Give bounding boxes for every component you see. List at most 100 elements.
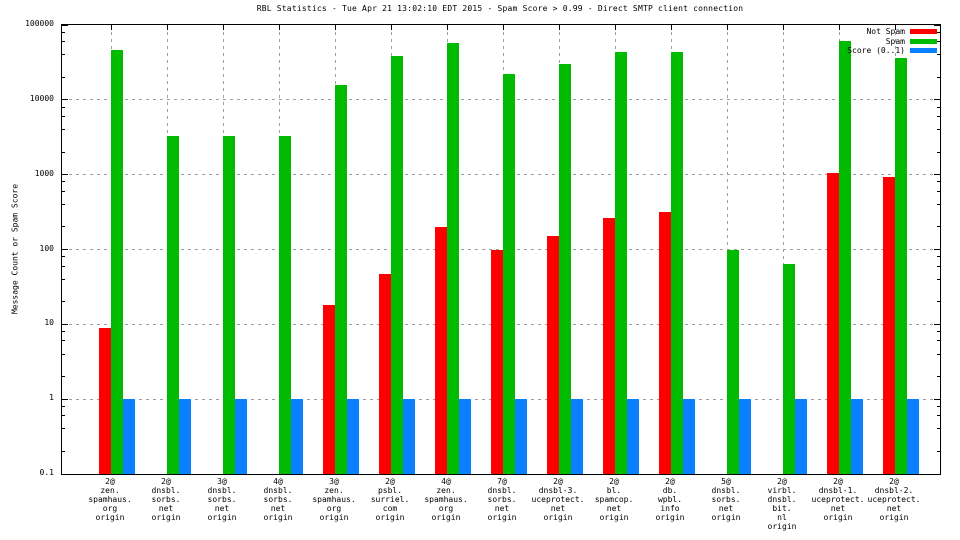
x-category-label: 5@ dnsbl. sorbs. net origin [711,477,741,522]
bar-spam [559,64,571,474]
plot-area [61,24,941,475]
y-major-tick [62,473,68,475]
bar-spam [615,51,627,474]
y-tick-label: 10000 [29,93,54,103]
y-major-tick [934,323,940,325]
x-category-label: 4@ zen. spamhaus. org origin [424,477,468,522]
x-category-label: 4@ dnsbl. sorbs. net origin [263,477,293,522]
y-gridline [62,174,940,176]
bar-spam [167,135,179,474]
bar-score-0-1- [179,399,191,474]
x-category-label: 3@ dnsbl. sorbs. net origin [207,477,237,522]
y-minor-tick [62,301,65,303]
bar-not-spam [435,227,447,474]
x-category-label: 2@ virbl. dnsbl. bit. nl origin [767,477,797,531]
legend-label: Spam [885,36,905,46]
bar-not-spam [99,327,111,474]
x-top-tick [615,25,616,30]
bar-spam [279,135,291,474]
y-tick-label: 10 [44,318,54,328]
bar-score-0-1- [795,399,807,474]
bar-score-0-1- [347,399,359,474]
y-minor-tick [937,428,940,430]
bar-spam [671,51,683,474]
y-minor-tick [62,115,65,117]
bar-spam [391,55,403,474]
y-minor-tick [62,190,65,192]
y-minor-tick [62,203,65,205]
y-minor-tick [937,331,940,333]
y-minor-tick [937,190,940,192]
legend-row: Spam [886,37,937,46]
y-minor-tick [62,415,65,417]
x-top-tick [727,25,728,30]
y-minor-tick [62,181,65,183]
y-minor-tick [62,54,65,56]
y-minor-tick [62,151,65,153]
legend-swatch-spam [910,38,937,44]
legend-swatch-not-spam [910,29,937,34]
x-top-tick [447,25,448,30]
bar-not-spam [659,211,671,474]
y-minor-tick [62,450,65,452]
y-tick-label: 1000 [34,168,54,178]
x-top-tick [559,25,560,30]
y-gridline [62,99,940,101]
x-category-label: 2@ zen. spamhaus. org origin [88,477,132,522]
y-minor-tick [62,129,65,131]
bar-score-0-1- [739,399,751,474]
y-minor-tick [937,31,940,33]
bar-not-spam [491,249,503,474]
x-category-label: 3@ zen. spamhaus. org origin [312,477,356,522]
bar-score-0-1- [515,399,527,474]
x-top-tick [167,25,168,30]
y-minor-tick [937,115,940,117]
bar-score-0-1- [907,399,919,474]
bar-spam [839,41,851,474]
x-category-label: 2@ dnsbl. sorbs. net origin [151,477,181,522]
bar-spam [111,50,123,474]
legend-row: Not Spam [866,27,937,36]
bar-spam [335,84,347,474]
bar-spam [727,249,739,474]
bar-score-0-1- [403,399,415,474]
y-major-tick [62,398,68,400]
legend-label: Score (0..1) [847,46,905,55]
x-top-tick [895,25,896,30]
x-top-tick [223,25,224,30]
y-minor-tick [62,428,65,430]
bar-spam [895,58,907,474]
x-gridline [783,25,784,474]
bar-spam [223,135,235,474]
y-minor-tick [937,405,940,407]
y-minor-tick [937,129,940,131]
y-minor-tick [937,226,940,228]
y-tick-label: 0.1 [39,468,54,477]
y-minor-tick [62,278,65,280]
y-minor-tick [937,76,940,78]
y-minor-tick [62,31,65,33]
y-minor-tick [937,256,940,258]
x-top-tick [671,25,672,30]
x-category-label: 2@ dnsbl-2. uceprotect. net origin [867,477,921,522]
y-minor-tick [62,76,65,78]
bar-not-spam [883,176,895,474]
y-minor-tick [937,301,940,303]
y-tick-label: 100 [39,243,54,253]
x-category-label: 7@ dnsbl. sorbs. net origin [487,477,517,522]
x-top-tick [335,25,336,30]
y-minor-tick [937,265,940,267]
x-top-tick [279,25,280,30]
chart-title: RBL Statistics - Tue Apr 21 13:02:10 EDT… [256,4,744,13]
y-minor-tick [937,376,940,378]
y-major-tick [62,249,68,250]
x-category-label: 2@ dnsbl-1. uceprotect. net origin [811,477,865,522]
y-minor-tick [62,340,65,342]
y-major-tick [934,473,940,475]
y-minor-tick [62,226,65,228]
y-major-tick [62,174,68,176]
x-top-tick [391,25,392,30]
bar-score-0-1- [459,399,471,474]
y-minor-tick [937,54,940,56]
